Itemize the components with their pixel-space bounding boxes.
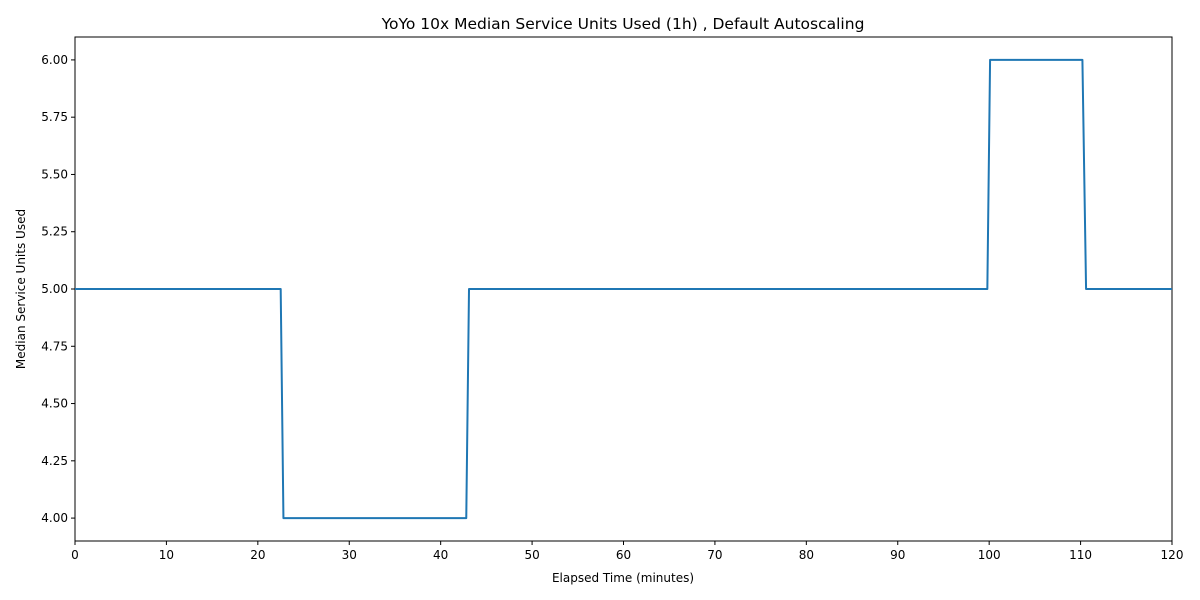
x-axis-label: Elapsed Time (minutes) [552,571,694,585]
y-tick-label: 4.25 [41,454,68,468]
y-tick-label: 4.50 [41,397,68,411]
x-tick-label: 100 [978,548,1001,562]
y-tick-label: 5.00 [41,282,68,296]
plot-area: 0 10 20 30 40 50 60 70 80 90 100 110 120 4.00 4.25 4.50… [41,36,1184,562]
x-tick-label: 50 [524,548,539,562]
chart-title: YoYo 10x Median Service Units Used (1h) … [381,15,865,33]
x-tick-label: 110 [1069,548,1092,562]
x-tick-label: 80 [799,548,814,562]
y-tick-label: 5.50 [41,167,68,181]
x-tick-label: 70 [707,548,722,562]
y-tick-label: 4.00 [41,511,68,525]
y-tick-label: 5.75 [41,110,68,124]
y-tick-label: 5.25 [41,225,68,239]
x-tick-label: 60 [616,548,631,562]
y-tick-label: 6.00 [41,53,68,67]
x-tick-label: 10 [159,548,174,562]
y-tick-label: 4.75 [41,339,68,353]
x-tick-label: 120 [1161,548,1184,562]
x-tick-label: 40 [433,548,448,562]
series-line [75,58,1172,520]
x-tick-label: 20 [250,548,265,562]
x-tick-label: 30 [342,548,357,562]
y-axis-label: Median Service Units Used [14,209,28,369]
x-tick-label: 90 [890,548,905,562]
x-tick-label: 0 [71,548,79,562]
